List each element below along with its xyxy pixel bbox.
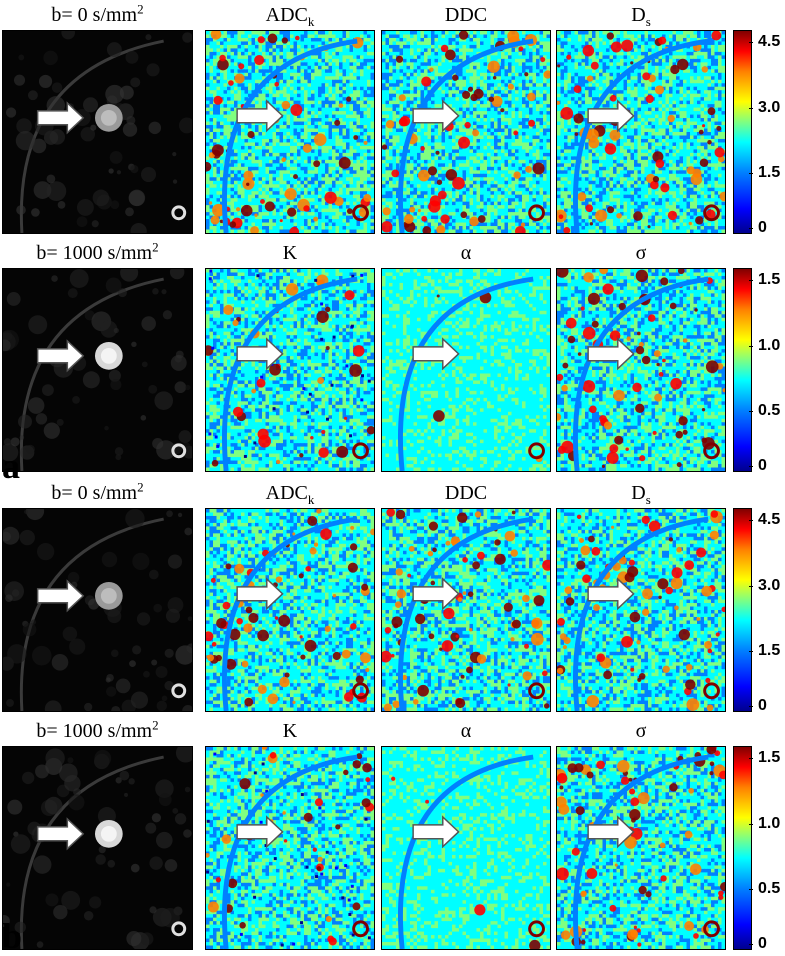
caption-text: b= 1000 s/mm xyxy=(36,242,152,264)
colorbar-tick-label: 1.0 xyxy=(758,338,780,354)
k-map xyxy=(205,746,375,950)
colorbar-tick-mark xyxy=(749,889,753,890)
ddc-map xyxy=(381,508,551,712)
dwi-b1000-image xyxy=(2,746,193,950)
sigma-caption: σ xyxy=(556,720,726,742)
alpha-map xyxy=(381,746,551,950)
colorbar-tick-mark xyxy=(749,42,753,43)
colorbar-tick-label: 0 xyxy=(758,220,767,236)
colorbar xyxy=(733,508,752,712)
ddc-map xyxy=(381,30,551,234)
colorbar-tick-mark xyxy=(749,706,753,707)
colorbar-tick-label: 3.0 xyxy=(758,578,780,594)
caption-text: α xyxy=(461,720,471,742)
colorbar-tick-mark xyxy=(749,758,753,759)
caption-text: DDC xyxy=(445,482,487,504)
ds-map xyxy=(556,508,726,712)
colorbar-tick-mark xyxy=(749,411,753,412)
b1000-caption: b= 1000 s/mm2 xyxy=(2,720,193,742)
colorbar xyxy=(733,268,752,472)
colorbar xyxy=(733,746,752,950)
k-caption: K xyxy=(205,242,375,264)
caption-text: σ xyxy=(636,720,647,742)
caption-text: K xyxy=(283,242,297,264)
colorbar-tick-mark xyxy=(749,228,753,229)
ddc-caption: DDC xyxy=(381,4,551,26)
adck-map xyxy=(205,508,375,712)
colorbar-tick-label: 0.5 xyxy=(758,881,780,897)
alpha-map xyxy=(381,268,551,472)
colorbar-tick-mark xyxy=(749,651,753,652)
caption-text: α xyxy=(461,242,471,264)
caption-text: b= 1000 s/mm xyxy=(36,720,152,742)
ds-map xyxy=(556,30,726,234)
adck-map xyxy=(205,30,375,234)
sigma-map xyxy=(556,268,726,472)
colorbar-tick-label: 3.0 xyxy=(758,100,780,116)
caption-text: b= 0 s/mm xyxy=(51,4,137,26)
colorbar-tick-mark xyxy=(749,346,753,347)
colorbar-tick-label: 0.5 xyxy=(758,403,780,419)
caption-superscript: 2 xyxy=(137,479,144,494)
colorbar-tick-mark xyxy=(749,280,753,281)
adck-caption: ADCk xyxy=(205,4,375,26)
caption-text: ADC xyxy=(266,4,308,26)
k-caption: K xyxy=(205,720,375,742)
alpha-caption: α xyxy=(381,720,551,742)
dwi-b0-image xyxy=(2,508,193,712)
colorbar-tick-mark xyxy=(749,824,753,825)
dwi-b1000-image xyxy=(2,268,193,472)
colorbar-tick-mark xyxy=(749,173,753,174)
colorbar-tick-label: 0 xyxy=(758,698,767,714)
colorbar-tick-mark xyxy=(749,466,753,467)
colorbar-tick-label: 1.0 xyxy=(758,816,780,832)
colorbar xyxy=(733,30,752,234)
colorbar-tick-label: 1.5 xyxy=(758,643,780,659)
colorbar-tick-mark xyxy=(749,944,753,945)
adck-caption: ADCk xyxy=(205,482,375,504)
colorbar-tick-label: 0 xyxy=(758,936,767,952)
colorbar-tick-label: 4.5 xyxy=(758,34,780,50)
panel-group-label-a: a xyxy=(2,448,20,484)
k-map xyxy=(205,268,375,472)
caption-text: D xyxy=(631,4,645,26)
caption-text: b= 0 s/mm xyxy=(51,482,137,504)
b0-caption: b= 0 s/mm2 xyxy=(2,482,193,504)
sigma-caption: σ xyxy=(556,242,726,264)
colorbar-tick-label: 1.5 xyxy=(758,750,780,766)
colorbar-tick-label: 1.5 xyxy=(758,272,780,288)
caption-subscript: k xyxy=(308,14,315,29)
b1000-caption: b= 1000 s/mm2 xyxy=(2,242,193,264)
caption-text: ADC xyxy=(266,482,308,504)
caption-text: DDC xyxy=(445,4,487,26)
caption-superscript: 2 xyxy=(152,717,159,732)
colorbar-tick-label: 1.5 xyxy=(758,165,780,181)
ds-caption: Ds xyxy=(556,4,726,26)
colorbar-tick-mark xyxy=(749,108,753,109)
caption-subscript: k xyxy=(308,492,315,507)
sigma-map xyxy=(556,746,726,950)
caption-superscript: 2 xyxy=(137,1,144,16)
alpha-caption: α xyxy=(381,242,551,264)
caption-text: K xyxy=(283,720,297,742)
dwi-b0-image xyxy=(2,30,193,234)
caption-subscript: s xyxy=(646,492,651,507)
colorbar-tick-mark xyxy=(749,586,753,587)
caption-subscript: s xyxy=(646,14,651,29)
colorbar-tick-label: 4.5 xyxy=(758,512,780,528)
b0-caption: b= 0 s/mm2 xyxy=(2,4,193,26)
caption-superscript: 2 xyxy=(152,239,159,254)
panel-group-label-b: b xyxy=(2,918,22,954)
caption-text: σ xyxy=(636,242,647,264)
colorbar-tick-mark xyxy=(749,520,753,521)
caption-text: D xyxy=(631,482,645,504)
ddc-caption: DDC xyxy=(381,482,551,504)
ds-caption: Ds xyxy=(556,482,726,504)
colorbar-tick-label: 0 xyxy=(758,458,767,474)
